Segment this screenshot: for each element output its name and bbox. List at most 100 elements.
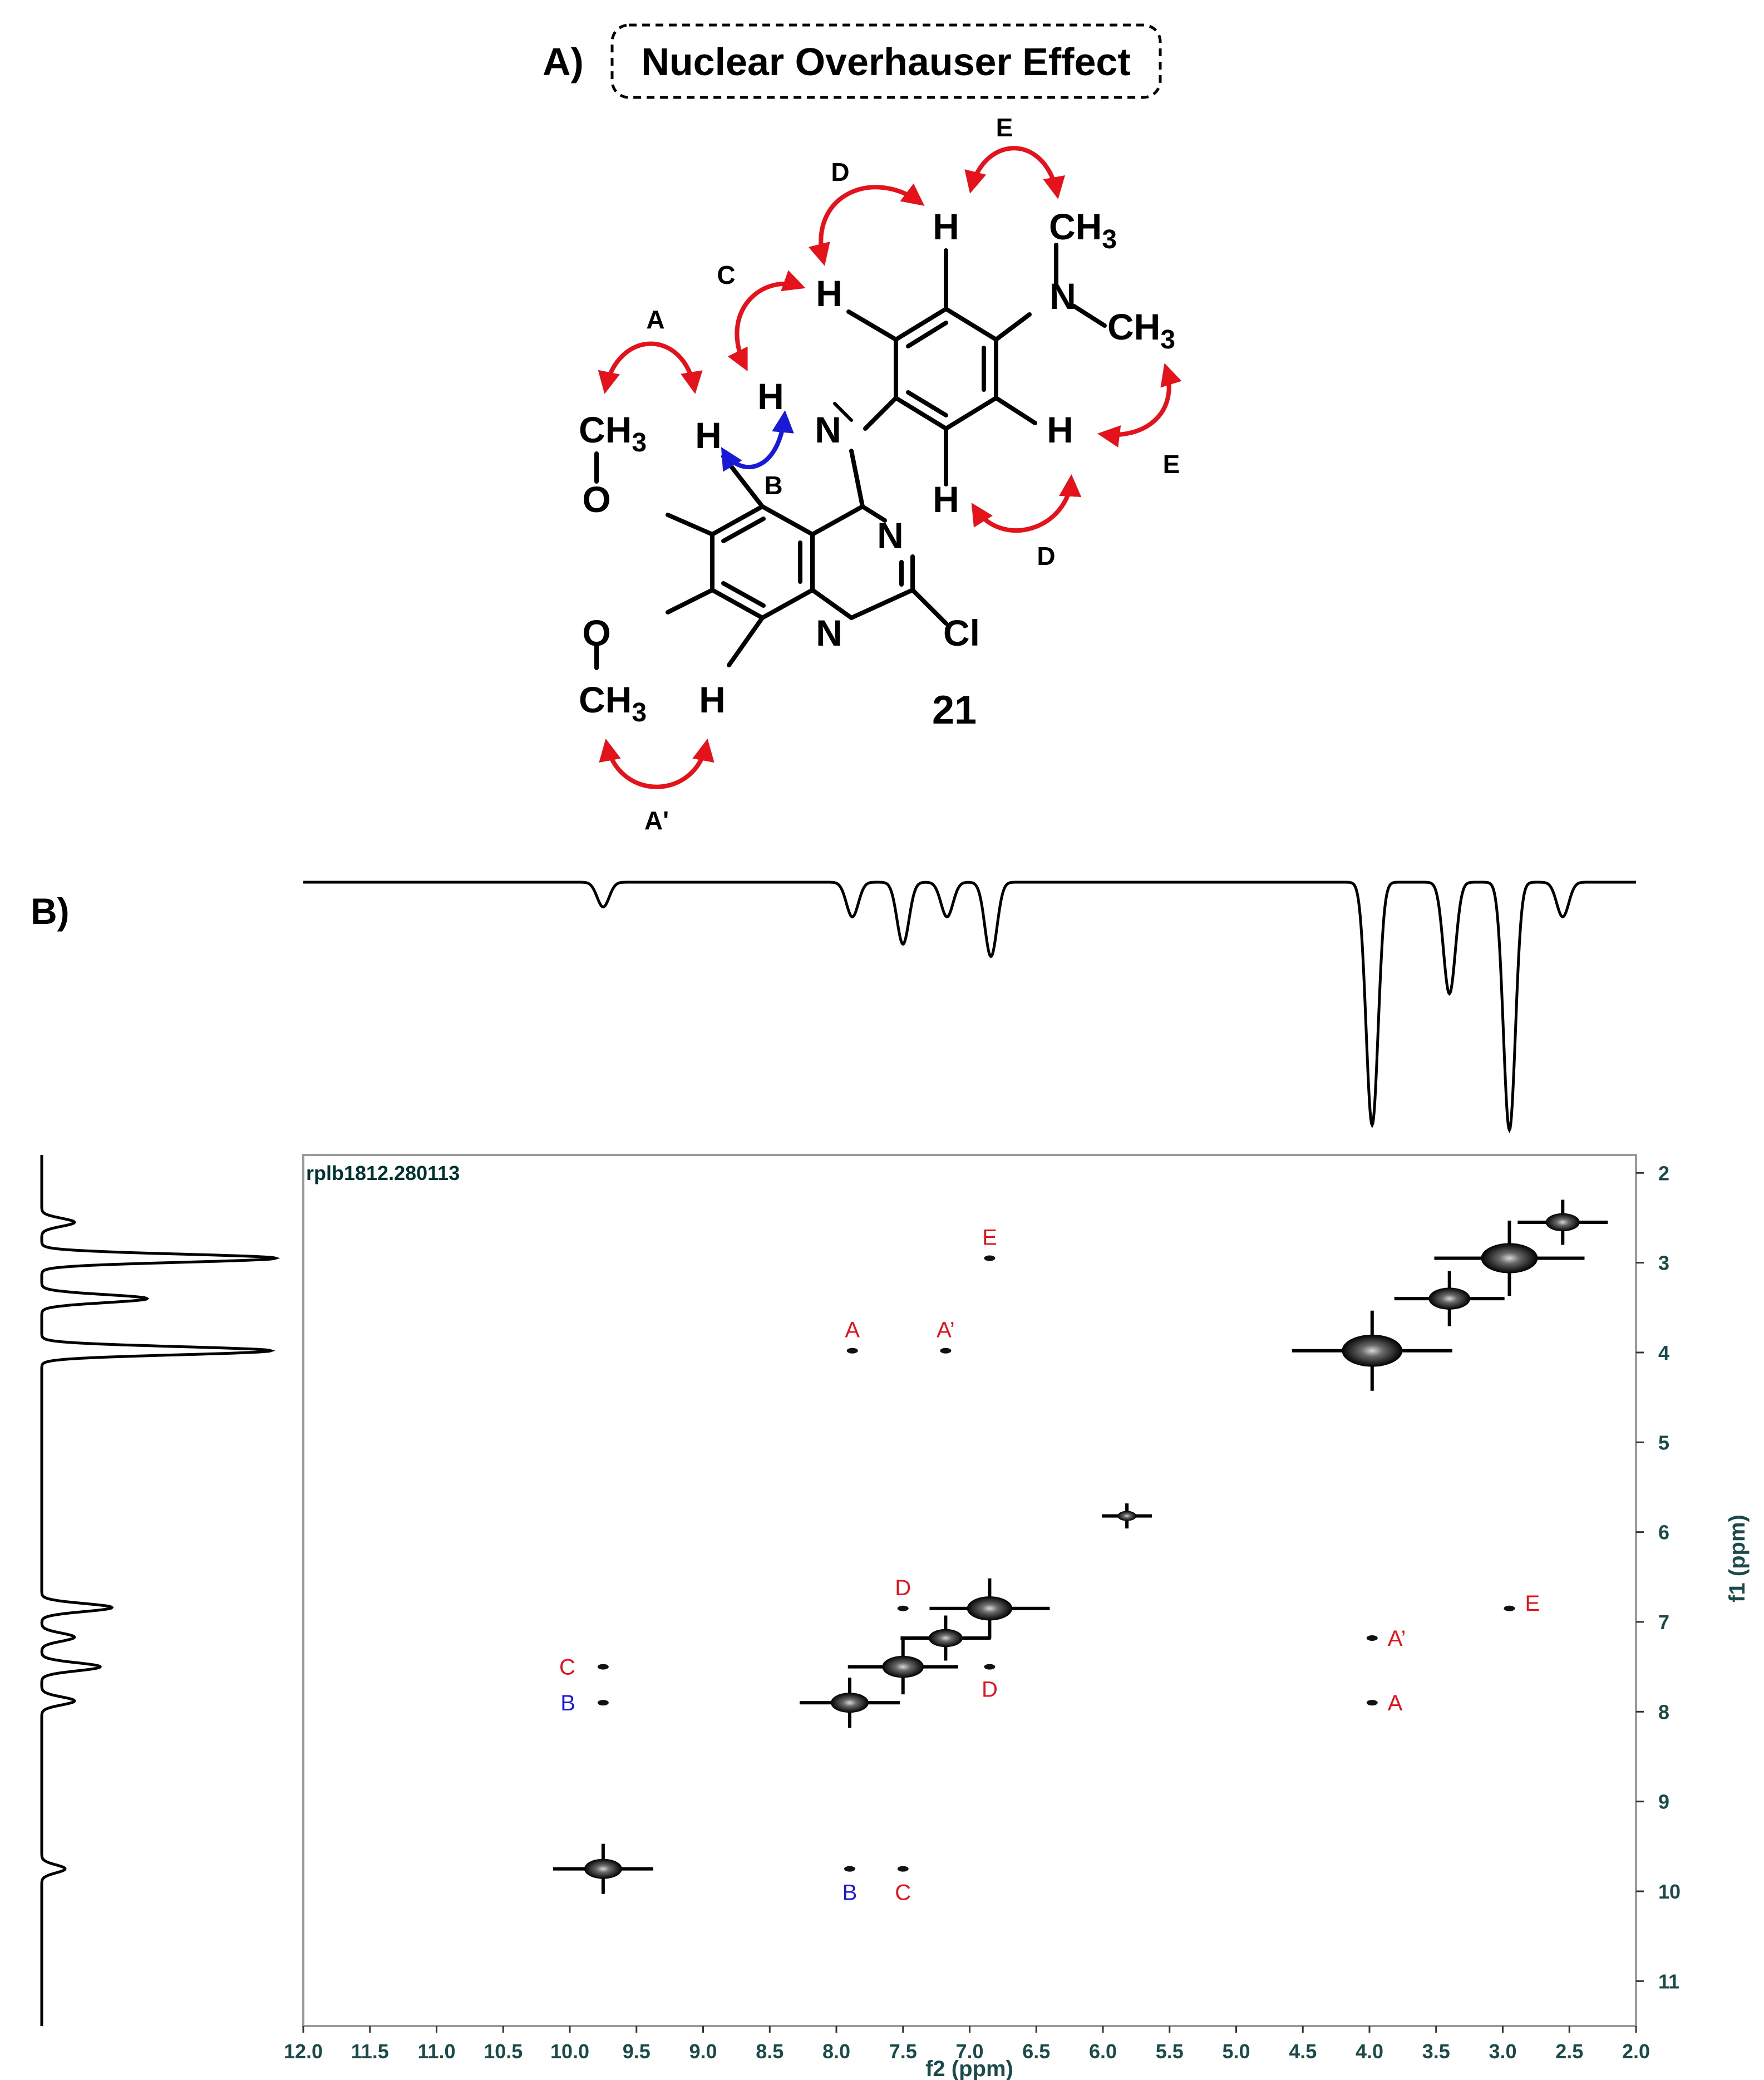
- plot-area: [302, 1154, 1637, 2027]
- noe-arrows: [598, 146, 1182, 789]
- atom-n-amine: N: [815, 409, 841, 450]
- cross-peak: [897, 1605, 909, 1611]
- x-tick-label: 8.0: [822, 2040, 850, 2063]
- diagonal-peak: [553, 1843, 653, 1894]
- y-tick-label: 6: [1658, 1521, 1669, 1544]
- cross-peak: [1366, 1700, 1378, 1706]
- atom-h-ph5: H: [1047, 409, 1073, 450]
- noe-arrow-d-top: [808, 183, 925, 266]
- noe-arrow-e-top: [964, 146, 1065, 199]
- ch3-ome6: CH3: [579, 409, 647, 458]
- cross-peak: [597, 1664, 609, 1670]
- atom-h-c5: H: [695, 415, 722, 456]
- peak-blob: [882, 1655, 924, 1678]
- peak-blob: [1117, 1511, 1137, 1521]
- panel-a-label: A): [543, 40, 584, 83]
- noe-label-a: A: [646, 305, 664, 334]
- diagonal-peak: [1434, 1221, 1585, 1296]
- cross-peak-label: D: [895, 1576, 911, 1600]
- atom-h-nh: H: [757, 376, 784, 417]
- noe-label-d-top: D: [831, 158, 849, 186]
- atom-h-ph3: H: [933, 206, 959, 247]
- atom-n3: N: [877, 515, 904, 556]
- diagonal-peak: [847, 1639, 958, 1695]
- peak-blob: [1342, 1334, 1403, 1367]
- x-tick-label: 9.5: [623, 2040, 651, 2063]
- peak-blob: [584, 1858, 622, 1879]
- compound-number: 21: [932, 688, 977, 732]
- noe-label-b: B: [764, 471, 782, 500]
- f1-projection-trace: [40, 1155, 280, 2026]
- peak-blob: [928, 1629, 963, 1648]
- cross-peak-label: C: [895, 1881, 911, 1905]
- x-tick-label: 8.5: [756, 2040, 784, 2063]
- atom-h-c8: H: [699, 679, 726, 720]
- x-tick-label: 5.5: [1156, 2040, 1184, 2063]
- molecule-bonds: [594, 243, 1107, 670]
- noe-label-d-bottom: D: [1037, 542, 1055, 571]
- atom-n-dimethyl: N: [1049, 276, 1076, 317]
- y-tick-label: 10: [1658, 1880, 1681, 1903]
- x-tick-label: 6.0: [1089, 2040, 1117, 2063]
- cross-peak: [940, 1348, 952, 1354]
- cross-peak: [597, 1700, 609, 1706]
- x-tick-label: 11.0: [417, 2040, 455, 2063]
- noe-arrow-e-bottom: [1097, 363, 1182, 448]
- x-tick-label: 2.5: [1555, 2040, 1583, 2063]
- atom-n1: N: [816, 612, 842, 653]
- noe-arrow-b: [721, 410, 794, 472]
- diagonal-peak: [900, 1615, 991, 1661]
- cross-peak-label: D: [982, 1678, 998, 1702]
- f2-projection-trace: [303, 881, 1636, 1134]
- atom-o7: O: [582, 612, 610, 653]
- x-tick-label: 11.5: [351, 2040, 389, 2063]
- x-tick-label: 12.0: [284, 2040, 323, 2063]
- diagonal-peak: [1517, 1199, 1608, 1245]
- title-box: [610, 23, 1162, 99]
- x-tick-label: 10.0: [550, 2040, 589, 2063]
- title-text: Nuclear Overhauser Effect: [641, 40, 1130, 83]
- ch3-nme-right: CH3: [1107, 306, 1175, 355]
- ch3-nme-top: CH3: [1049, 206, 1117, 254]
- peak-blob: [1481, 1243, 1538, 1273]
- ch3-ome7: CH3: [579, 679, 647, 727]
- peak-blob: [1428, 1287, 1471, 1310]
- cross-peak-label: A: [1388, 1691, 1403, 1715]
- noe-arrow-d-bottom: [971, 474, 1082, 533]
- cross-peak-label: E: [982, 1226, 997, 1250]
- x-tick-label: 9.0: [689, 2040, 717, 2063]
- cross-peak-label: B: [842, 1881, 858, 1905]
- diagonal-peak: [1394, 1271, 1505, 1326]
- cross-peak: [846, 1348, 858, 1354]
- x-tick-label: 3.5: [1422, 2040, 1450, 2063]
- f1-axis: 2 3 4 5 6 7 8 9 10 11: [1636, 1162, 1681, 1993]
- x-tick-label: 5.0: [1222, 2040, 1250, 2063]
- cross-peak-label: A: [845, 1318, 860, 1343]
- x-tick-label: 4.5: [1289, 2040, 1317, 2063]
- noe-label-e-top: E: [996, 113, 1013, 142]
- noe-label-c: C: [717, 260, 735, 289]
- diagonal-peak: [1292, 1310, 1452, 1391]
- noe-arrow-a-prime: [599, 739, 715, 789]
- y-tick-label: 11: [1658, 1970, 1679, 1993]
- y-tick-label: 4: [1658, 1341, 1669, 1364]
- noe-arrow-c: [727, 270, 806, 372]
- x-tick-label: 6.5: [1022, 2040, 1050, 2063]
- atom-h-ph6: H: [933, 479, 959, 520]
- molecule-atoms: H H N N N Cl H O O H H H H N CH3 CH3 CH3…: [579, 206, 1175, 727]
- cross-peak-label: E: [1525, 1591, 1540, 1616]
- cross-peak: [844, 1866, 855, 1872]
- cross-peak-label: A’: [937, 1318, 955, 1343]
- y-tick-label: 8: [1658, 1700, 1669, 1723]
- cross-peak: [984, 1664, 996, 1670]
- y-tick-label: 2: [1658, 1162, 1669, 1184]
- f1-axis-title: f1 (ppm): [1725, 1514, 1750, 1602]
- cross-peak-label: A’: [1388, 1626, 1406, 1651]
- peak-blob: [1545, 1213, 1580, 1232]
- x-tick-label: 7.0: [955, 2040, 983, 2063]
- noe-labels: A A' B C D D E E: [644, 113, 1180, 835]
- cross-peak-label: B: [560, 1691, 575, 1715]
- diagonal-peaks: [553, 1199, 1608, 1894]
- x-tick-label: 7.5: [889, 2040, 917, 2063]
